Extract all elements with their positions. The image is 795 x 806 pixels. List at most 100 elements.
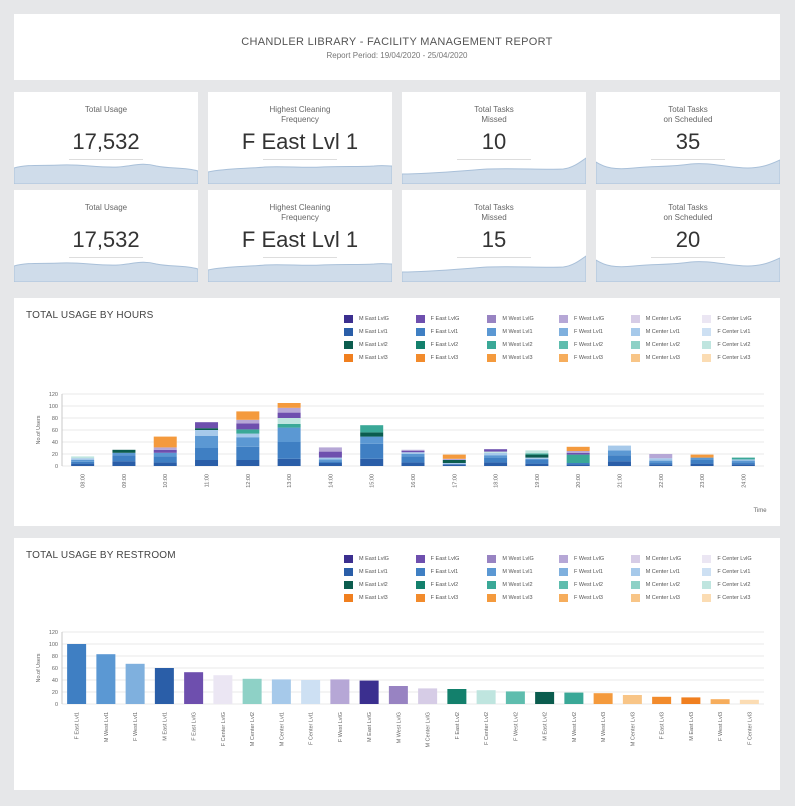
legend-row: M East Lvl2 F East Lvl2 M West Lvl2 F West … (344, 578, 774, 591)
bar (476, 690, 496, 704)
legend-swatch (630, 340, 640, 349)
x-tick-label: M West Lvl3 (601, 712, 607, 742)
x-tick-label: 15:00 (370, 474, 376, 488)
x-tick-label: M East Lvl2 (543, 712, 549, 741)
legend-swatch (559, 554, 569, 563)
legend-swatch (702, 554, 712, 563)
legend-swatch (487, 593, 497, 602)
y-axis-label: No.of Users (36, 415, 42, 444)
legend-label: F Center Lvl3 (717, 354, 751, 361)
bar-segment (690, 463, 714, 466)
legend-label: F Center Lvl2 (717, 581, 751, 588)
legend-swatch (487, 580, 497, 589)
legend-label: M West Lvl3 (502, 354, 533, 361)
legend-label: M West LvlG (502, 555, 534, 562)
bar (96, 654, 116, 704)
x-tick-label: F Center Lvl2 (484, 712, 490, 745)
restroom-legend: M East LvlG F East LvlG M West LvlG F West … (344, 552, 774, 604)
bar (681, 697, 701, 704)
legend-item: M Center LvlG (630, 312, 703, 325)
kpi-divider (69, 257, 143, 258)
y-tick-label: 0 (55, 702, 58, 708)
bar-segment (153, 447, 177, 450)
legend-label: M Center LvlG (645, 555, 682, 562)
bar-segment (277, 458, 301, 466)
legend-label: M East Lvl3 (359, 354, 388, 361)
bar-segment (442, 464, 466, 466)
legend-label: M East LvlG (359, 315, 389, 322)
legend-label: M West LvlG (502, 315, 534, 322)
legend-label: M East LvlG (359, 555, 389, 562)
legend-item: M East Lvl2 (344, 338, 416, 351)
legend-item: F West Lvl2 (559, 338, 631, 351)
legend-row: M East Lvl3 F East Lvl3 M West Lvl3 F West … (344, 351, 774, 364)
legend-swatch (630, 327, 640, 336)
legend-swatch (702, 580, 712, 589)
legend-swatch (702, 353, 712, 362)
bar-segment (195, 428, 219, 430)
legend-label: M East Lvl2 (359, 581, 388, 588)
legend-swatch (559, 593, 569, 602)
legend-item: M Center LvlG (630, 552, 703, 565)
kpi-card: Total Tasks on Scheduled 20 (596, 190, 780, 282)
bar-segment (153, 449, 177, 453)
legend-swatch (415, 567, 425, 576)
x-tick-label: M West Lvl2 (572, 712, 578, 742)
legend-label: M East Lvl2 (359, 341, 388, 348)
x-tick-label: M Center Lvl3 (630, 712, 636, 746)
x-tick-label: 14:00 (328, 474, 334, 488)
bar-segment (360, 436, 384, 444)
kpi-sparkline (14, 163, 198, 184)
legend-label: F East LvlG (430, 555, 460, 562)
legend-row: M East LvlG F East LvlG M West LvlG F West … (344, 312, 774, 325)
bar-segment (195, 448, 219, 460)
legend-item: M East LvlG (344, 552, 416, 565)
legend-item: M Center Lvl2 (630, 578, 703, 591)
legend-label: F Center LvlG (717, 315, 752, 322)
bar-segment (277, 442, 301, 459)
kpi-label: Total Tasks Missed (474, 203, 514, 222)
x-tick-label: M Center LvlG (426, 712, 432, 747)
legend-swatch (415, 353, 425, 362)
bar-segment (112, 455, 136, 462)
legend-label: M Center Lvl1 (645, 328, 680, 335)
x-tick-label: F East Lvl3 (660, 712, 666, 740)
bar-segment (525, 458, 549, 460)
x-tick-label: 11:00 (205, 474, 211, 487)
kpi-label: Total Usage (84, 105, 128, 114)
legend-label: M Center LvlG (645, 315, 682, 322)
x-tick-label: F West LvlG (338, 712, 344, 742)
legend-item: F West LvlG (559, 552, 631, 565)
bar-segment (442, 463, 466, 465)
x-tick-label: 08:00 (81, 474, 87, 488)
y-tick-label: 120 (49, 392, 58, 398)
legend-swatch (630, 314, 640, 323)
bar-segment (71, 456, 95, 459)
kpi-card: Total Tasks Missed 15 (402, 190, 586, 282)
x-tick-label: F West Lvl2 (513, 712, 519, 741)
legend-label: F West LvlG (574, 315, 605, 322)
legend-swatch (487, 353, 497, 362)
legend-item: F West Lvl3 (559, 591, 631, 604)
bar-segment (195, 430, 219, 436)
legend-swatch (415, 327, 425, 336)
legend-item: M West Lvl2 (487, 338, 559, 351)
legend-swatch (415, 593, 425, 602)
bar-segment (71, 460, 95, 462)
bar-segment (525, 450, 549, 454)
legend-row: M East Lvl1 F East Lvl1 M West Lvl1 F West … (344, 565, 774, 578)
bar-segment (649, 464, 673, 466)
bar-segment (401, 452, 425, 454)
legend-item: M Center Lvl1 (630, 565, 703, 578)
legend-item: M East Lvl1 (344, 325, 416, 338)
bar-segment (566, 446, 590, 451)
bar (564, 692, 584, 704)
y-tick-label: 80 (52, 654, 58, 660)
legend-label: M West Lvl2 (502, 341, 533, 348)
legend-item: M Center Lvl3 (630, 351, 703, 364)
bar (652, 696, 672, 704)
bar-segment (484, 455, 508, 458)
legend-swatch (487, 567, 497, 576)
bar-segment (401, 462, 425, 466)
x-tick-label: M West LvlG (396, 712, 402, 743)
